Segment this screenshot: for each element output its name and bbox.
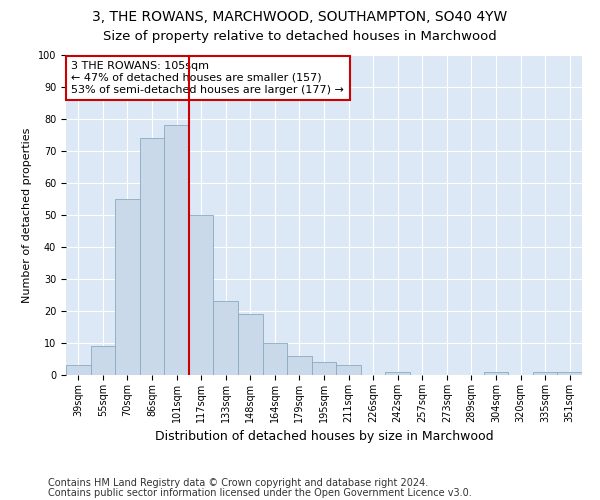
Bar (91, 346, 115, 375)
Bar (189, 215, 214, 375)
Bar (484, 372, 508, 375)
Bar (287, 356, 312, 375)
Bar (238, 314, 263, 375)
Bar (312, 362, 336, 375)
Bar (115, 199, 140, 375)
Bar (66, 366, 91, 375)
Bar (140, 138, 164, 375)
Text: Contains HM Land Registry data © Crown copyright and database right 2024.: Contains HM Land Registry data © Crown c… (48, 478, 428, 488)
Bar (263, 343, 287, 375)
Bar (557, 372, 582, 375)
Bar (164, 126, 189, 375)
Bar (214, 302, 238, 375)
Bar (336, 366, 361, 375)
Text: Contains public sector information licensed under the Open Government Licence v3: Contains public sector information licen… (48, 488, 472, 498)
Text: 3 THE ROWANS: 105sqm
← 47% of detached houses are smaller (157)
53% of semi-deta: 3 THE ROWANS: 105sqm ← 47% of detached h… (71, 62, 344, 94)
Text: Size of property relative to detached houses in Marchwood: Size of property relative to detached ho… (103, 30, 497, 43)
Y-axis label: Number of detached properties: Number of detached properties (22, 128, 32, 302)
Bar (533, 372, 557, 375)
X-axis label: Distribution of detached houses by size in Marchwood: Distribution of detached houses by size … (155, 430, 493, 444)
Text: 3, THE ROWANS, MARCHWOOD, SOUTHAMPTON, SO40 4YW: 3, THE ROWANS, MARCHWOOD, SOUTHAMPTON, S… (92, 10, 508, 24)
Bar (385, 372, 410, 375)
